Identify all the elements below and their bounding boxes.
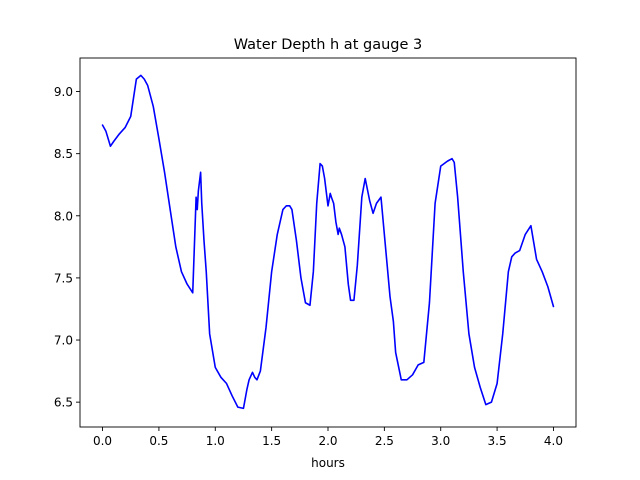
y-tick-label: 7.5 bbox=[54, 271, 73, 285]
x-tick-label: 2.5 bbox=[375, 434, 394, 448]
plot-background bbox=[80, 58, 576, 427]
x-tick-label: 0.5 bbox=[149, 434, 168, 448]
y-tick-label: 7.0 bbox=[54, 334, 73, 348]
axes-layer: 0.0 0.5 1.0 1.5 2.0 2.5 3.0 3.5 4.0 6.5 7.0 7.5 8.0 8… bbox=[54, 57, 577, 448]
plot-area bbox=[80, 58, 576, 427]
x-tick-label: 2.0 bbox=[318, 434, 337, 448]
series-layer bbox=[101, 74, 555, 410]
y-tick-label: 8.5 bbox=[54, 147, 73, 161]
x-tick-label: 0.0 bbox=[93, 434, 112, 448]
x-tick-label: 3.5 bbox=[488, 434, 507, 448]
x-tick-label: 1.0 bbox=[206, 434, 225, 448]
y-tick-label: 9.0 bbox=[54, 85, 73, 99]
series-line-0 bbox=[101, 74, 555, 410]
x-axis-label: hours bbox=[311, 456, 345, 470]
y-tick-label: 6.5 bbox=[54, 396, 73, 410]
chart-title: Water Depth h at gauge 3 bbox=[234, 37, 422, 53]
y-tick-label: 8.0 bbox=[54, 209, 73, 223]
x-tick-label: 1.5 bbox=[262, 434, 281, 448]
x-tick-label: 3.0 bbox=[431, 434, 450, 448]
x-tick-label: 4.0 bbox=[544, 434, 563, 448]
